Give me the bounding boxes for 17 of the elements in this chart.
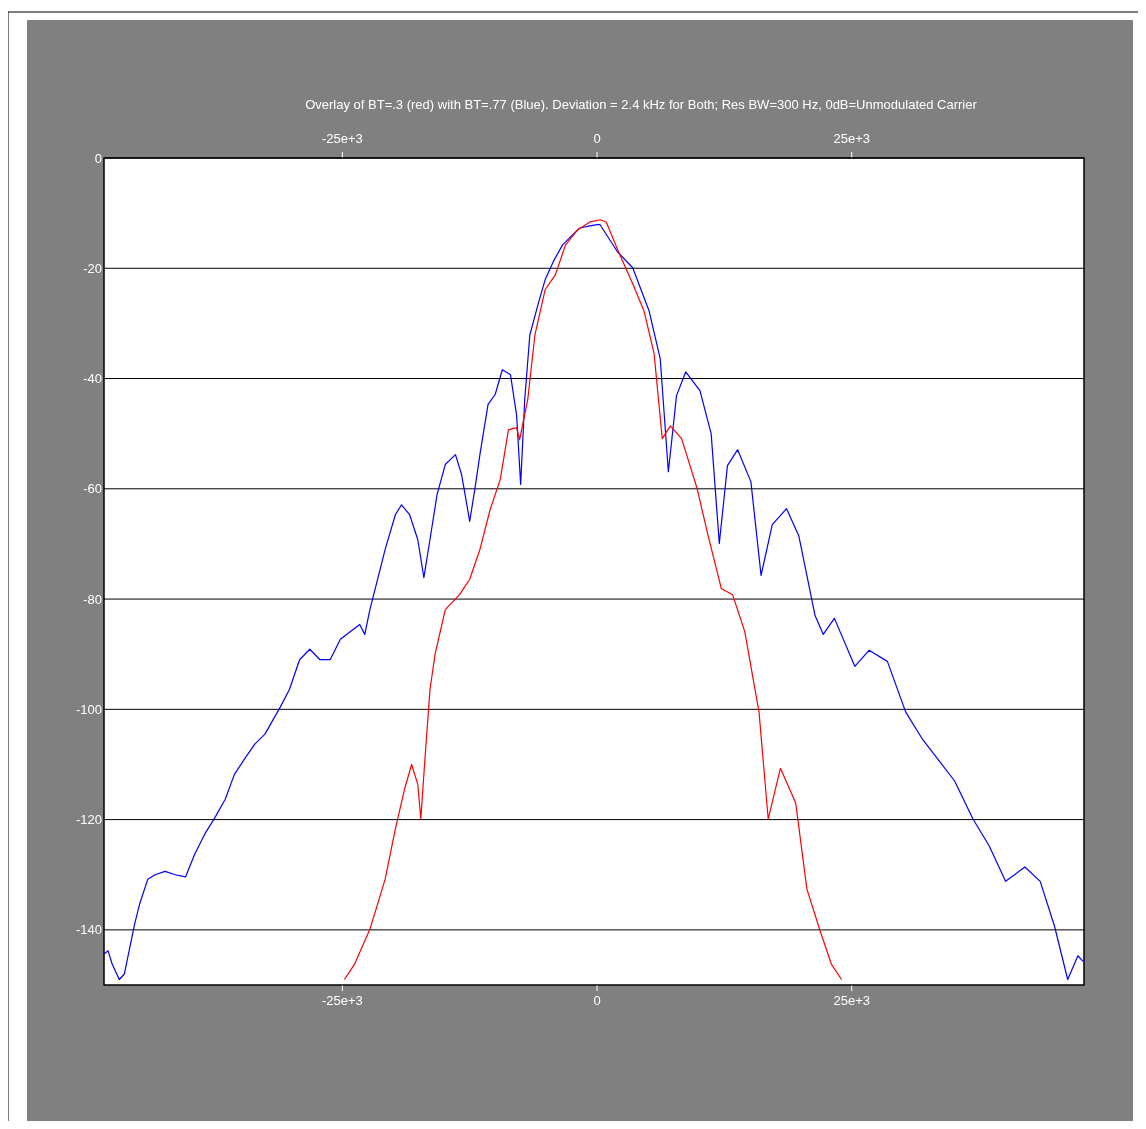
y-tick-label: -120 [75, 812, 102, 828]
chart-title: Overlay of BT=.3 (red) with BT=.77 (Blue). Deviation = 2.4 kHz for Both; Res BW=300 Hz, 0dB=Unmodulated Carrier [305, 97, 978, 112]
x2-tick-label: -25e+3 [321, 131, 363, 146]
x-tick-label: 0 [593, 993, 601, 1008]
x-tick-label: 25e+3 [833, 993, 870, 1008]
y-tick-label: -20 [83, 260, 102, 276]
line-series [343, 219, 843, 981]
x2-tick-label: 25e+3 [833, 131, 870, 146]
y-tick-label: -100 [75, 701, 102, 717]
x2-tick-label: 0 [593, 131, 601, 146]
y-tick-label: -80 [83, 591, 102, 607]
y-tick-label: -40 [83, 371, 102, 387]
y-tick-label: -60 [83, 481, 102, 497]
line-series [104, 224, 1084, 981]
y-tick-label: 0 [94, 150, 102, 166]
y-tick-label: -140 [75, 922, 102, 938]
x-tick-label: -25e+3 [321, 993, 363, 1008]
